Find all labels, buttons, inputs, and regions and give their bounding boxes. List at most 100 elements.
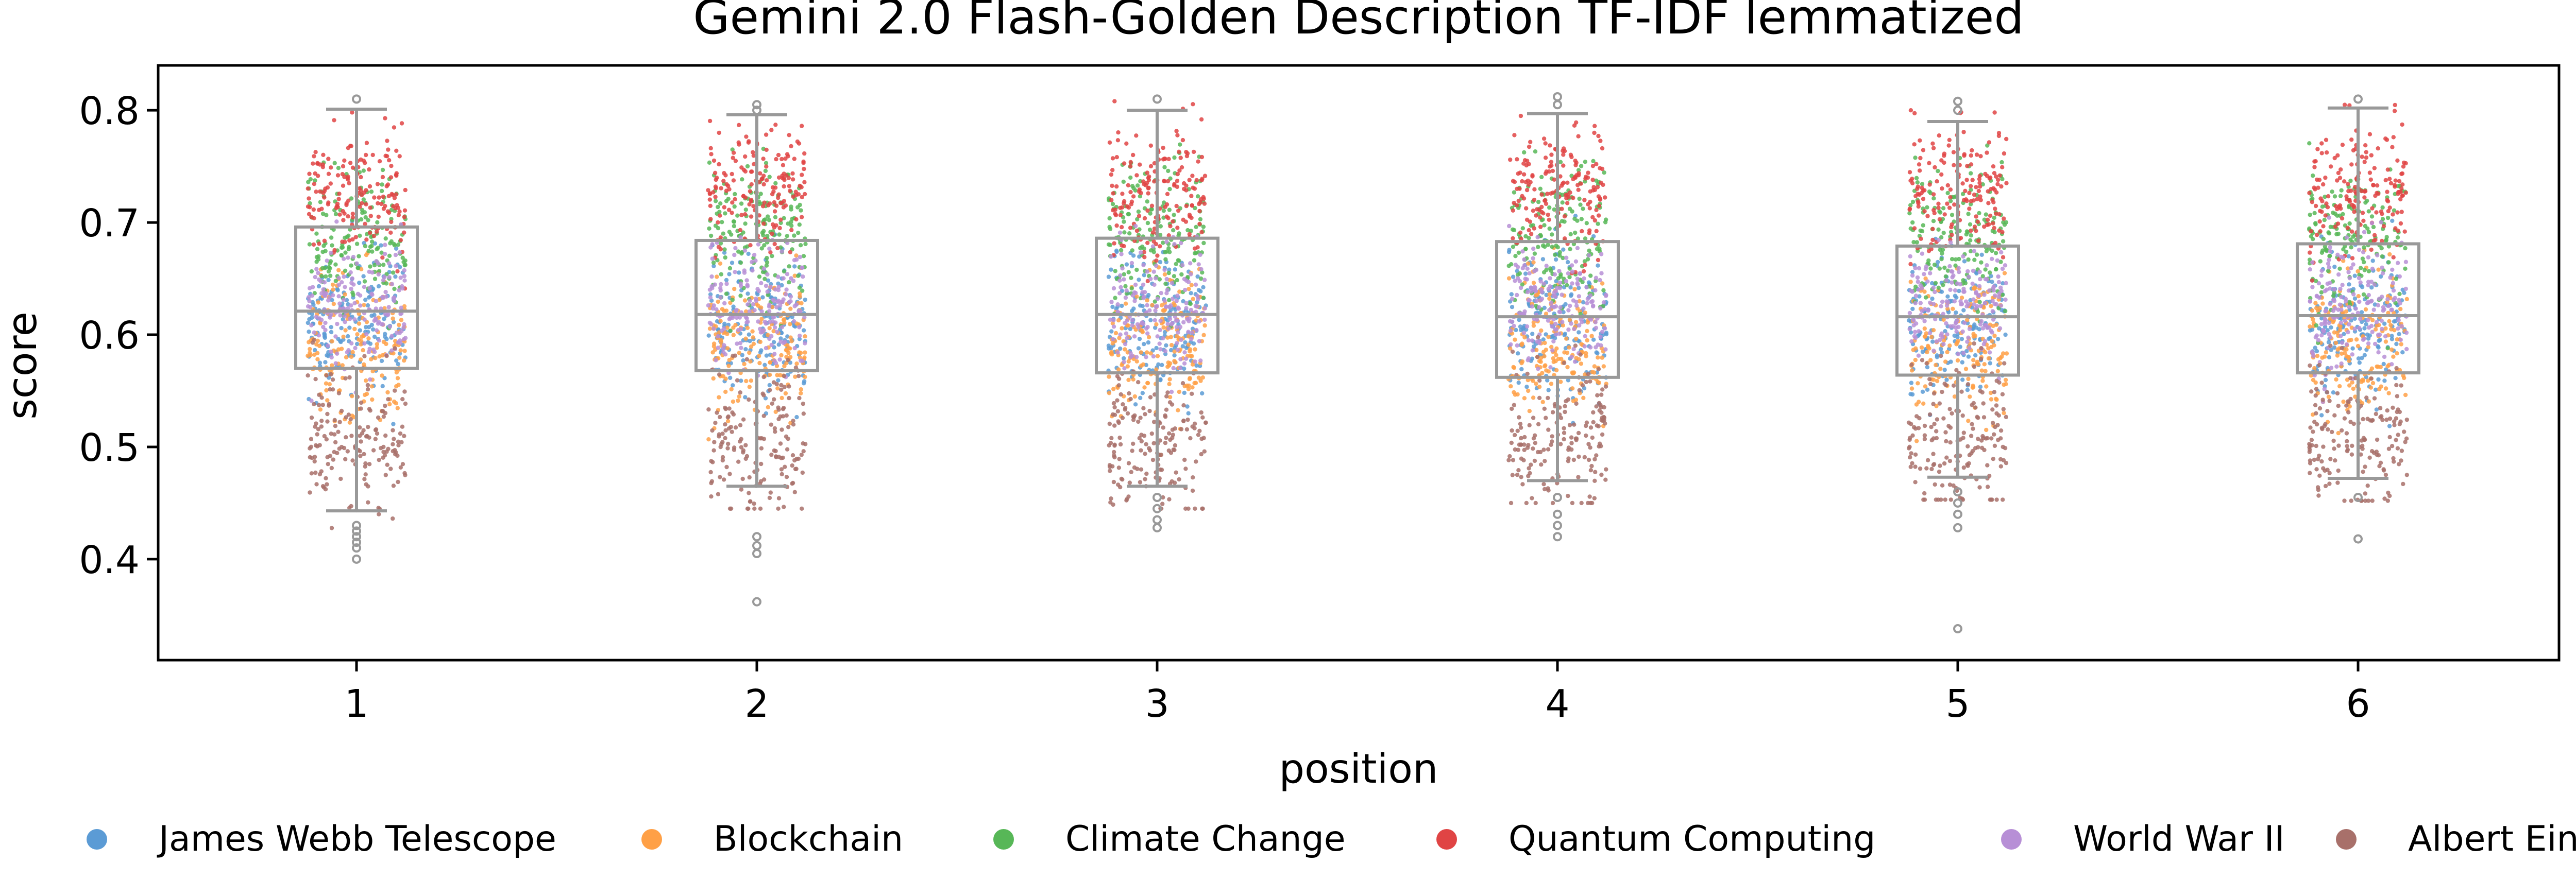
strip-point (360, 211, 365, 215)
strip-point (393, 388, 397, 393)
strip-point (1953, 288, 1958, 293)
strip-point (1167, 395, 1173, 400)
strip-point (1541, 447, 1546, 452)
strip-point (1143, 452, 1147, 456)
strip-point (1531, 256, 1535, 261)
strip-point (1144, 350, 1149, 355)
strip-point (1522, 435, 1527, 440)
strip-point (1963, 188, 1968, 193)
strip-point (1971, 268, 1976, 273)
strip-point (1540, 243, 1546, 248)
strip-point (349, 354, 354, 359)
strip-point (1115, 302, 1120, 307)
strip-point (1118, 248, 1124, 253)
strip-point (1553, 332, 1558, 337)
strip-point (1197, 209, 1202, 214)
strip-point (1107, 216, 1112, 221)
strip-point (325, 482, 329, 487)
strip-point (1171, 433, 1175, 437)
strip-point (1129, 202, 1134, 206)
strip-point (1526, 261, 1531, 266)
strip-point (1527, 271, 1532, 275)
strip-point (716, 204, 720, 210)
strip-point (750, 169, 754, 174)
strip-point (772, 200, 777, 205)
strip-point (336, 347, 341, 352)
strip-point (2003, 308, 2008, 314)
strip-point (766, 203, 771, 208)
strip-point (1972, 302, 1976, 307)
strip-point (723, 389, 728, 394)
strip-point (743, 395, 748, 400)
strip-point (1927, 377, 1932, 382)
strip-point (1961, 130, 1966, 134)
strip-point (1164, 394, 1169, 399)
strip-point (741, 417, 746, 422)
strip-point (1995, 369, 2000, 373)
strip-point (721, 231, 726, 236)
strip-point (1112, 423, 1117, 428)
strip-point (1581, 206, 1585, 211)
strip-point (1161, 145, 1165, 150)
strip-point (326, 278, 331, 282)
strip-point (784, 348, 789, 352)
strip-point (372, 313, 377, 317)
strip-point (1541, 281, 1546, 286)
strip-point (719, 282, 723, 287)
strip-point (310, 340, 315, 345)
strip-point (1129, 286, 1134, 291)
strip-point (1137, 214, 1142, 218)
strip-point (1948, 187, 1953, 192)
strip-point (1917, 168, 1922, 173)
strip-point (1138, 480, 1143, 485)
strip-point (2000, 266, 2005, 271)
strip-point (1536, 305, 1541, 309)
strip-point (344, 415, 348, 420)
strip-point (1184, 153, 1190, 159)
strip-point (787, 280, 791, 285)
strip-point (1557, 331, 1562, 336)
strip-point (1982, 292, 1987, 297)
strip-point (1117, 278, 1122, 283)
strip-point (309, 437, 314, 441)
strip-point (1186, 387, 1191, 391)
strip-point (1114, 223, 1119, 228)
strip-point (741, 358, 745, 363)
strip-point (1190, 203, 1195, 208)
strip-point (1148, 318, 1153, 322)
strip-point (1908, 254, 1912, 258)
strip-point (730, 211, 734, 215)
strip-point (796, 231, 801, 235)
strip-point (730, 429, 734, 434)
strip-point (1193, 506, 1197, 511)
strip-point (1908, 464, 1913, 469)
strip-point (742, 361, 747, 367)
strip-point (1164, 249, 1169, 254)
strip-point (1974, 325, 1979, 330)
strip-point (319, 419, 324, 423)
strip-point (1113, 296, 1117, 300)
strip-point (706, 407, 711, 412)
strip-point (1992, 226, 1996, 230)
strip-point (1138, 194, 1142, 199)
strip-point (1916, 280, 1920, 284)
strip-point (1565, 283, 1569, 287)
strip-point (1590, 435, 1595, 440)
strip-point (1526, 388, 1531, 393)
strip-point (774, 223, 778, 228)
strip-point (1180, 381, 1185, 386)
strip-point (720, 440, 725, 444)
strip-point (1548, 164, 1552, 169)
strip-point (1597, 381, 1601, 385)
strip-point (737, 123, 741, 127)
strip-point (1196, 159, 1200, 164)
strip-point (368, 341, 373, 346)
strip-point (380, 353, 385, 358)
strip-point (401, 325, 406, 330)
strip-point (306, 373, 310, 378)
strip-point (359, 342, 363, 347)
strip-point (776, 417, 781, 422)
strip-point (342, 158, 347, 163)
strip-point (1916, 329, 1921, 334)
strip-point (1531, 436, 1536, 441)
